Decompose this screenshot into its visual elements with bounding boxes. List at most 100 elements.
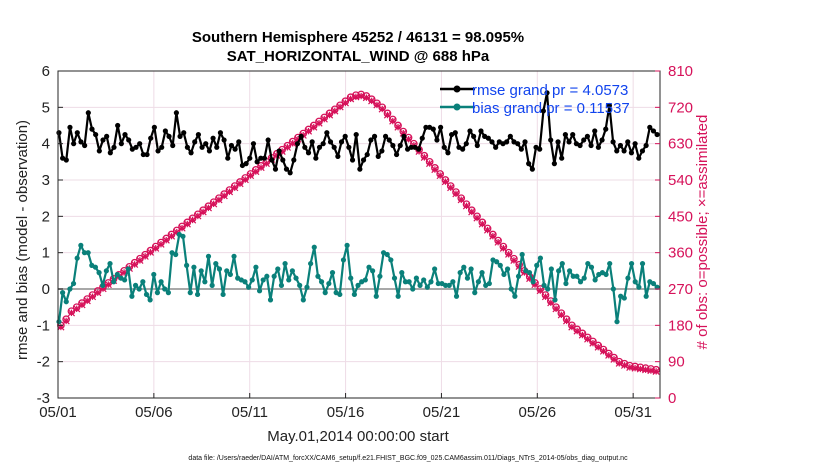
- obs-assimilated-marker: [183, 220, 191, 228]
- bias-point: [340, 257, 347, 263]
- obs-assimilated-marker: [457, 196, 465, 204]
- bias-point: [464, 275, 471, 281]
- bias-point: [526, 270, 533, 276]
- rmse-point: [408, 144, 414, 150]
- bias-point: [442, 282, 449, 288]
- rmse-point: [331, 144, 337, 150]
- rmse-point: [221, 137, 227, 143]
- rmse-point: [320, 141, 326, 147]
- bias-point: [370, 268, 376, 274]
- bias-point: [293, 275, 299, 281]
- rmse-point: [353, 131, 359, 138]
- bias-point: [373, 293, 379, 299]
- rmse-point: [570, 131, 576, 138]
- rmse-point: [559, 155, 565, 161]
- rmse-point: [463, 141, 469, 147]
- rmse-point: [151, 124, 157, 130]
- bias-point: [446, 282, 452, 288]
- bias-point: [85, 250, 91, 256]
- rmse-point: [247, 155, 253, 161]
- bias-point: [556, 268, 562, 274]
- bias-point: [107, 260, 113, 267]
- rmse-point: [78, 139, 84, 145]
- y-tick-label: -2: [37, 354, 50, 371]
- bias-point: [636, 284, 642, 290]
- bias-point: [541, 282, 547, 288]
- obs-assimilated-marker: [94, 289, 102, 297]
- bias-point: [187, 290, 193, 296]
- y-axis-tick-labels: -3 -2 -1 0 1 2 3 4 5 6: [37, 63, 50, 407]
- bias-point: [428, 279, 434, 285]
- rmse-point: [327, 139, 334, 145]
- rmse-point: [382, 133, 389, 139]
- bias-point: [519, 251, 525, 258]
- rmse-point: [518, 146, 524, 152]
- bias-point: [494, 259, 500, 265]
- bias-point: [559, 260, 565, 267]
- bias-point: [515, 273, 522, 279]
- bias-point: [103, 268, 109, 274]
- rmse-point: [137, 141, 143, 147]
- rmse-point: [104, 133, 110, 139]
- rmse-point: [592, 128, 598, 134]
- legend-rmse-label: rmse grand pr = 4.0573: [472, 82, 628, 99]
- rmse-point: [302, 144, 308, 150]
- rmse-point: [195, 131, 202, 138]
- bias-point: [326, 280, 332, 287]
- obs-assimilated-marker: [436, 171, 444, 180]
- obs-assimilated-marker: [357, 92, 365, 100]
- y-tick-label: -1: [37, 317, 50, 334]
- obs-assimilated-marker: [67, 309, 76, 317]
- bias-point: [267, 297, 274, 303]
- bias-point: [125, 266, 131, 272]
- bias-point: [143, 291, 150, 298]
- y-tick-label: 2: [42, 208, 50, 225]
- obs-assimilated-marker: [389, 117, 397, 125]
- rmse-point: [584, 133, 590, 139]
- rmse-point: [438, 124, 444, 130]
- obs-assimilated-marker: [136, 256, 144, 264]
- bias-point: [315, 273, 321, 279]
- rmse-point: [265, 137, 271, 143]
- rmse-point: [166, 133, 172, 139]
- rmse-point: [243, 161, 249, 167]
- obs-assimilated-marker: [473, 214, 481, 222]
- bias-point: [402, 279, 409, 285]
- obs-assimilated-marker: [188, 216, 197, 224]
- right-y-axis-tick-labels: 0 90 180 270 360 450 540 630 720 810: [668, 63, 693, 407]
- rmse-point: [181, 130, 187, 136]
- rmse-point: [555, 139, 561, 145]
- rmse-point: [338, 139, 345, 145]
- bias-point: [300, 297, 306, 303]
- bias-point: [67, 286, 73, 292]
- bias-point: [224, 268, 230, 274]
- bias-point: [205, 253, 212, 259]
- bias-point: [453, 293, 460, 299]
- rmse-point: [217, 130, 224, 136]
- rmse-point: [126, 137, 132, 143]
- rmse-point: [324, 130, 330, 136]
- bias-point: [417, 282, 423, 288]
- axes-box: [57, 70, 661, 399]
- bias-point: [231, 253, 237, 259]
- rmse-point: [203, 141, 209, 147]
- obs-assimilated-marker: [104, 280, 112, 289]
- y-tick-label: 6: [42, 63, 50, 80]
- bias-point: [545, 286, 551, 292]
- obs-assimilated-marker: [152, 244, 160, 252]
- bias-point: [643, 293, 649, 299]
- obs-assimilated-marker: [420, 153, 428, 162]
- legend: rmse grand pr = 4.0573 bias grand pr = 0…: [440, 82, 630, 117]
- bias-point: [70, 280, 77, 287]
- bias-point: [198, 268, 204, 274]
- obs-assimilated-marker: [325, 111, 334, 119]
- bias-point: [574, 273, 580, 279]
- right-y-tick-label: 450: [668, 208, 693, 225]
- bias-point: [577, 279, 584, 285]
- obs-assimilated-marker: [441, 177, 450, 186]
- bias-point: [362, 277, 368, 283]
- obs-assimilated-marker: [589, 339, 597, 347]
- obs-assimilated-marker: [262, 159, 270, 168]
- x-axis-label: May.01,2014 00:00:00 start: [267, 428, 449, 445]
- bias-point: [537, 255, 544, 261]
